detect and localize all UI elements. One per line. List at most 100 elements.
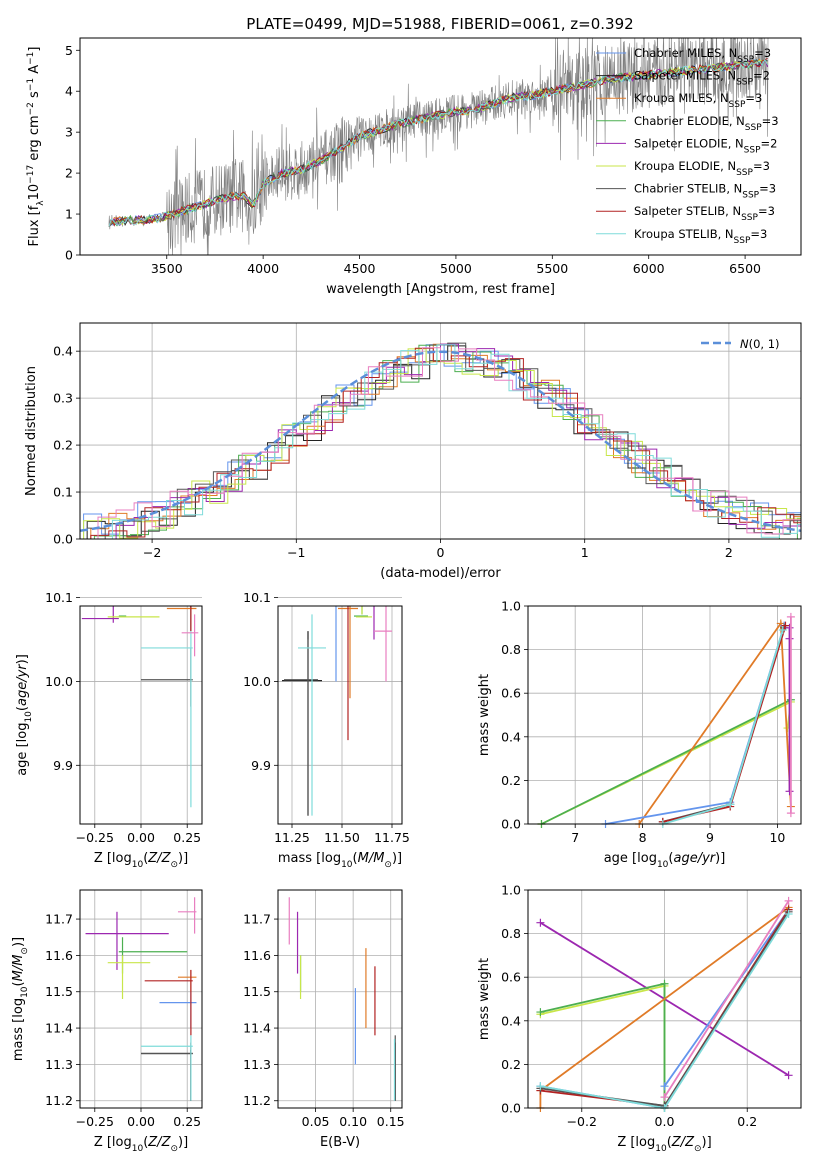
label-part: −1 — [26, 52, 36, 65]
massweight-vs-age-ytick-label: 0.0 — [501, 817, 521, 832]
age-vs-mass-point — [373, 606, 375, 640]
massweight-vs-age-series-line — [662, 625, 787, 823]
label-part: age/yr — [15, 663, 30, 706]
label-part: mass [log — [278, 851, 341, 866]
massweight-vs-z-marker — [660, 1093, 669, 1102]
spectrum-xtick-label: 5500 — [536, 261, 568, 276]
spectrum-ytick-label: 2 — [65, 166, 73, 181]
spectrum-legend-label: Salpeter STELIB, NSSP=3 — [634, 204, 775, 223]
mass-vs-ebv-ytick-label: 11.5 — [243, 984, 271, 999]
label-part: M/M — [358, 851, 385, 866]
label-part: (0, 1) — [749, 337, 780, 351]
label-part: )] — [178, 1135, 188, 1150]
massweight-vs-age-frame — [527, 605, 802, 825]
label-part: A — [27, 65, 42, 78]
spectrum-legend-label: Chabrier ELODIE, NSSP=3 — [634, 114, 779, 133]
label-part: Salpeter ELODIE, N — [634, 136, 744, 150]
massweight-vs-z-xlabel: Z [log10(Z/Z⊙)] — [617, 1135, 711, 1154]
label-part: ⊙ — [170, 1144, 178, 1154]
massweight-vs-z-xtick-label: −0.2 — [567, 1114, 597, 1129]
label-part: Z/Z — [147, 1135, 171, 1150]
label-part: =2 — [761, 136, 778, 150]
age-vs-mass-ytick-label: 10.0 — [243, 674, 271, 689]
massweight-vs-age-ytick-label: 0.8 — [501, 642, 521, 657]
label-part: 10 — [655, 1144, 667, 1154]
age-vs-mass-point — [298, 614, 326, 816]
label-part: ⊙ — [694, 1144, 702, 1154]
massweight-vs-age-marker — [786, 612, 795, 621]
label-part: mass weight — [477, 958, 492, 1040]
massweight-vs-z-marker — [784, 909, 793, 918]
massweight-vs-z-marker — [784, 1071, 793, 1080]
label-part: )] — [715, 851, 725, 866]
massweight-vs-z-series-line — [663, 900, 790, 1098]
massweight-vs-age-ytick-label: 1.0 — [501, 599, 521, 614]
mass-vs-z-point — [144, 969, 193, 1036]
label-part: age/yr — [673, 851, 716, 866]
residuals-hist-line — [80, 348, 801, 539]
residuals-xtick-label: 0 — [437, 545, 445, 560]
mass-vs-z-point — [141, 1042, 193, 1101]
label-part: Salpeter MILES, N — [634, 69, 736, 83]
label-part: ( — [668, 851, 673, 866]
residuals-hist-line — [80, 347, 801, 539]
age-vs-z-frame — [79, 605, 203, 825]
label-part: )] — [392, 851, 402, 866]
spectrum-xtick-label: 4000 — [247, 261, 279, 276]
massweight-vs-age-marker — [781, 621, 790, 630]
massweight-vs-age-xtick-label: 10 — [769, 830, 785, 845]
massweight-vs-z-ytick-label: 0.0 — [501, 1101, 521, 1116]
massweight-vs-z-ytick-label: 0.4 — [501, 1013, 521, 1028]
residuals-ytick-label: 0.2 — [53, 438, 73, 453]
spectrum-model-line — [108, 58, 768, 227]
age-vs-mass-xtick-label: 11.25 — [274, 830, 310, 845]
residuals-xlabel: (data-model)/error — [380, 566, 501, 581]
label-part: SSP — [736, 168, 753, 178]
age-vs-z-axes: −0.25 0.00 0.25 9.9 10.0 10.1 — [45, 590, 202, 845]
mass-vs-z-point — [177, 897, 197, 934]
label-part: age [log — [15, 723, 30, 776]
massweight-vs-z-ytick-label: 0.2 — [501, 1057, 521, 1072]
spectrum-legend-label: Salpeter ELODIE, NSSP=2 — [634, 136, 777, 155]
mass-vs-z-xlabel: Z [log10(Z/Z⊙)] — [94, 1135, 188, 1154]
label-part: SSP — [737, 55, 754, 65]
label-part: 10 — [24, 711, 34, 723]
residuals-xtick-label: 2 — [725, 545, 733, 560]
age-vs-z-xtick-label: 0.25 — [173, 830, 201, 845]
label-part: ( — [667, 1135, 672, 1150]
residuals-hist-line — [80, 344, 801, 539]
label-part: )] — [702, 1135, 712, 1150]
label-part: Flux [f — [27, 205, 42, 246]
spectrum-xtick-label: 3500 — [151, 261, 183, 276]
label-part: E(B-V) — [320, 1135, 360, 1150]
massweight-vs-z-frame — [527, 889, 802, 1109]
massweight-vs-z-marker — [660, 1082, 669, 1091]
spectrum-legend-label: Kroupa MILES, NSSP=3 — [634, 91, 762, 110]
age-vs-mass-ytick-label: 10.1 — [243, 590, 271, 605]
label-part: 10 — [20, 986, 30, 998]
age-vs-mass-point — [356, 606, 372, 618]
spectrum-ytick-label: 5 — [65, 43, 73, 58]
spectrum-xlabel: wavelength [Angstrom, rest frame] — [326, 282, 555, 297]
label-part: M/M — [11, 955, 26, 982]
massweight-vs-age-marker — [785, 634, 794, 643]
spectrum-data-line — [108, 38, 769, 255]
mass-vs-ebv-frame — [277, 889, 403, 1109]
label-part: erg cm — [27, 115, 42, 164]
age-vs-z-ytick-label: 9.9 — [53, 758, 73, 773]
age-vs-mass-xtick-label: 11.75 — [374, 830, 410, 845]
massweight-vs-age-marker — [785, 787, 794, 796]
label-part: SSP — [744, 145, 761, 155]
figure-title: PLATE=0499, MJD=51988, FIBERID=0061, z=0… — [246, 15, 633, 33]
residuals-ytick-label: 0.0 — [53, 532, 73, 547]
label-part: =3 — [762, 114, 779, 128]
label-part: =3 — [753, 159, 770, 173]
label-part: age [log — [604, 851, 657, 866]
label-part: =3 — [759, 182, 776, 196]
age-vs-z-point — [141, 647, 193, 707]
massweight-vs-age-xlabel: age [log10(age/yr)] — [604, 851, 726, 870]
label-part: mass [log — [11, 998, 26, 1061]
residuals-hist-line — [80, 347, 801, 539]
age-vs-mass-point — [374, 606, 392, 682]
